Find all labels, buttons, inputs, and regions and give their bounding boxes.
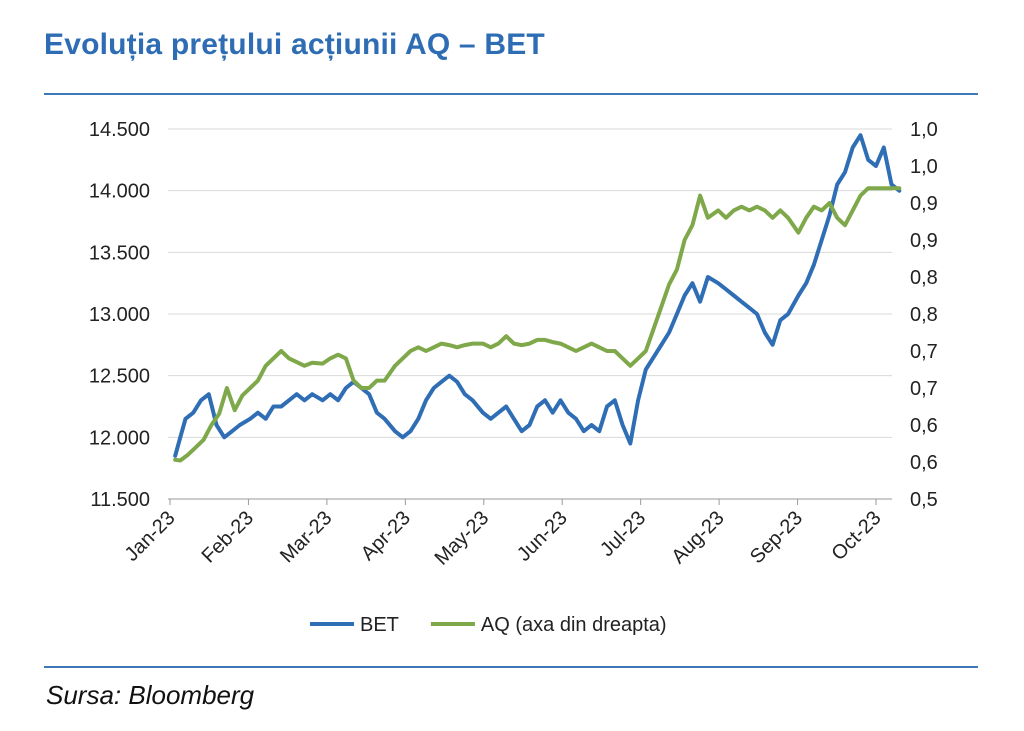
top-divider: [44, 93, 978, 95]
legend-label: BET: [360, 614, 399, 636]
x-tick-label: Aug-23: [667, 507, 728, 568]
left-axis-ticks: 11.500 12.000 12.500 13.000 13.500 14.000 14.5…: [89, 119, 150, 511]
x-tick-label: Mar-23: [276, 507, 336, 567]
bottom-divider: [44, 666, 978, 668]
series-line-aq: [173, 186, 902, 463]
source-note: Sursa: Bloomberg: [46, 680, 255, 710]
right-tick-label: 0,6: [910, 415, 938, 437]
left-tick-label: 13.000: [89, 304, 150, 326]
x-axis: Jan-23 Feb-23 Mar-23 Apr-23 May-23 Jun-23 Jul-…: [121, 498, 892, 570]
x-tick-label: May-23: [431, 507, 494, 570]
right-axis-ticks: 0,5 0,6 0,6 0,7 0,7 0,8 0,8 0,9 0,9 1,0 1,0: [910, 119, 938, 511]
x-tick-label: Apr-23: [357, 507, 415, 565]
line-chart: 11.500 12.000 12.500 13.000 13.500 14.000 14.5…: [89, 119, 938, 636]
legend-label: AQ (axa din dreapta): [481, 614, 667, 636]
legend: BET AQ (axa din dreapta): [310, 614, 667, 636]
gridlines: [168, 128, 892, 500]
left-tick-label: 13.500: [89, 242, 150, 264]
x-tick-label: Jan-23: [121, 507, 180, 566]
right-tick-label: 1,0: [910, 156, 938, 178]
left-tick-label: 11.500: [90, 489, 150, 511]
x-tick-label: Oct-23: [828, 507, 886, 565]
right-tick-label: 0,7: [910, 341, 938, 363]
left-tick-label: 14.500: [89, 119, 150, 141]
left-tick-label: 12.500: [89, 366, 150, 388]
series-line-bet: [173, 133, 902, 458]
left-tick-label: 12.000: [89, 427, 150, 449]
right-tick-label: 0,9: [910, 230, 938, 252]
right-tick-label: 0,9: [910, 193, 938, 215]
chart-title: Evoluția prețului acțiunii AQ – BET: [44, 28, 545, 61]
right-tick-label: 0,6: [910, 452, 938, 474]
right-tick-label: 1,0: [910, 119, 938, 141]
right-tick-label: 0,5: [910, 489, 938, 511]
right-tick-label: 0,8: [910, 267, 938, 289]
series-lines: [173, 133, 902, 463]
x-tick-label: Jun-23: [513, 507, 572, 566]
right-tick-label: 0,8: [910, 304, 938, 326]
x-tick-label: Jul-23: [596, 507, 650, 561]
x-tick-label: Sep-23: [746, 507, 807, 568]
x-tick-label: Feb-23: [198, 507, 258, 567]
right-tick-label: 0,7: [910, 378, 938, 400]
left-tick-label: 14.000: [89, 181, 150, 203]
